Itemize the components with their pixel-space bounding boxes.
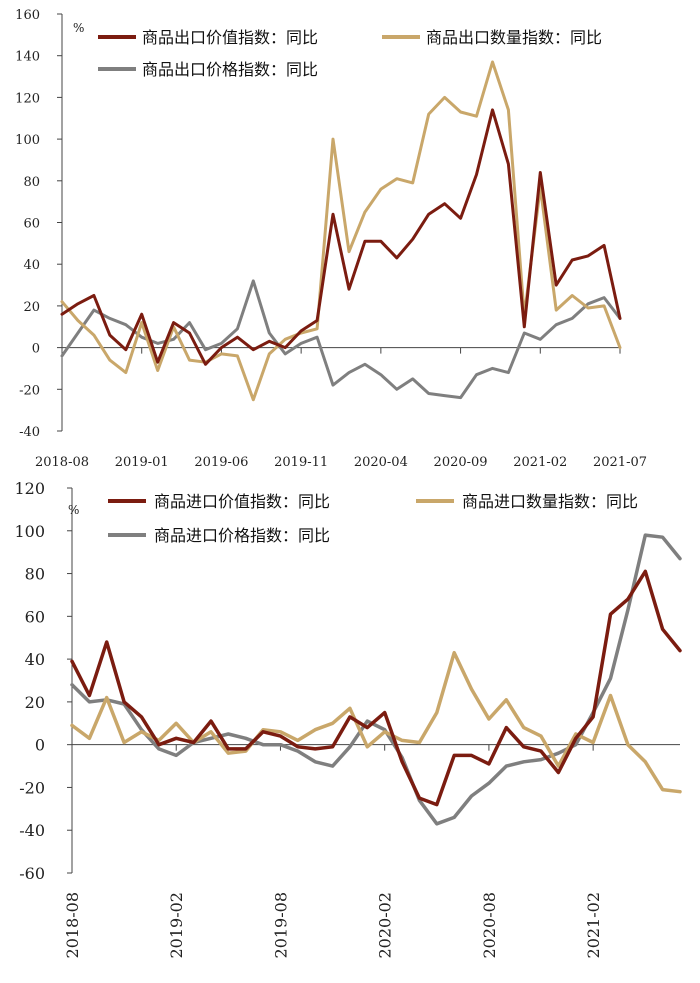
x-tick-label: 2018-08 [35, 455, 89, 470]
y-tick-label: 120 [14, 479, 45, 498]
series-line-1 [60, 60, 622, 402]
y-tick-label: 120 [15, 91, 40, 106]
y-tick-label: -20 [19, 778, 45, 797]
y-tick-label: 160 [15, 8, 40, 23]
legend-label: 商品出口价格指数：同比 [142, 60, 318, 79]
y-tick-label: 60 [25, 607, 45, 626]
x-tick-label: 2019-01 [115, 455, 169, 470]
y-tick-label: 0 [35, 736, 45, 755]
legend-label: 商品出口数量指数：同比 [426, 28, 602, 47]
x-tick-label: 2020-09 [434, 455, 488, 470]
x-tick-label: 2020-08 [480, 892, 499, 958]
x-tick-label: 2018-08 [63, 892, 82, 958]
series-line-0 [60, 108, 622, 366]
series-line-2 [60, 279, 622, 400]
y-tick-label: 140 [15, 50, 40, 65]
x-tick-label: 2020-04 [354, 455, 408, 470]
y-tick-label: 20 [25, 693, 45, 712]
y-tick-label: 80 [23, 175, 40, 190]
x-tick-label: 2019-11 [274, 455, 328, 470]
x-tick-label: 2021-02 [584, 892, 603, 958]
y-tick-label: 100 [14, 522, 45, 541]
series-line-2 [70, 533, 682, 826]
y-tick-label: 80 [25, 565, 45, 584]
unit-label: % [73, 21, 84, 35]
x-tick-label: 2021-07 [593, 455, 647, 470]
y-tick-label: -20 [19, 383, 40, 398]
legend-label: 商品出口价值指数：同比 [142, 28, 318, 47]
y-tick-label: 0 [32, 342, 40, 357]
x-tick-label: 2019-02 [167, 892, 186, 958]
legend-label: 商品进口价值指数：同比 [154, 492, 330, 511]
y-tick-label: -40 [19, 821, 45, 840]
y-tick-label: -60 [19, 864, 45, 883]
x-tick-label: 2019-08 [271, 892, 290, 958]
legend-label: 商品进口价格指数：同比 [154, 526, 330, 545]
y-tick-label: 60 [23, 217, 40, 232]
export-index-chart: -40 -20 0 20 40 60 80 100 120 140 160 2018-08 2019-0… [15, 8, 647, 470]
y-tick-label: 40 [23, 258, 40, 273]
unit-label: % [68, 503, 79, 517]
y-tick-label: 40 [25, 650, 45, 669]
legend-label: 商品进口数量指数：同比 [462, 492, 638, 511]
y-tick-label: 100 [15, 133, 40, 148]
series-line-0 [70, 569, 682, 807]
x-tick-label: 2020-02 [376, 892, 395, 958]
y-tick-label: 20 [23, 300, 40, 315]
y-tick-label: -40 [19, 425, 40, 440]
import-index-chart: -60 -40 -20 0 20 40 60 80 100 120 2018-08 2019-02 20… [14, 479, 682, 958]
x-tick-label: 2021-02 [513, 455, 567, 470]
x-tick-label: 2019-06 [194, 455, 248, 470]
